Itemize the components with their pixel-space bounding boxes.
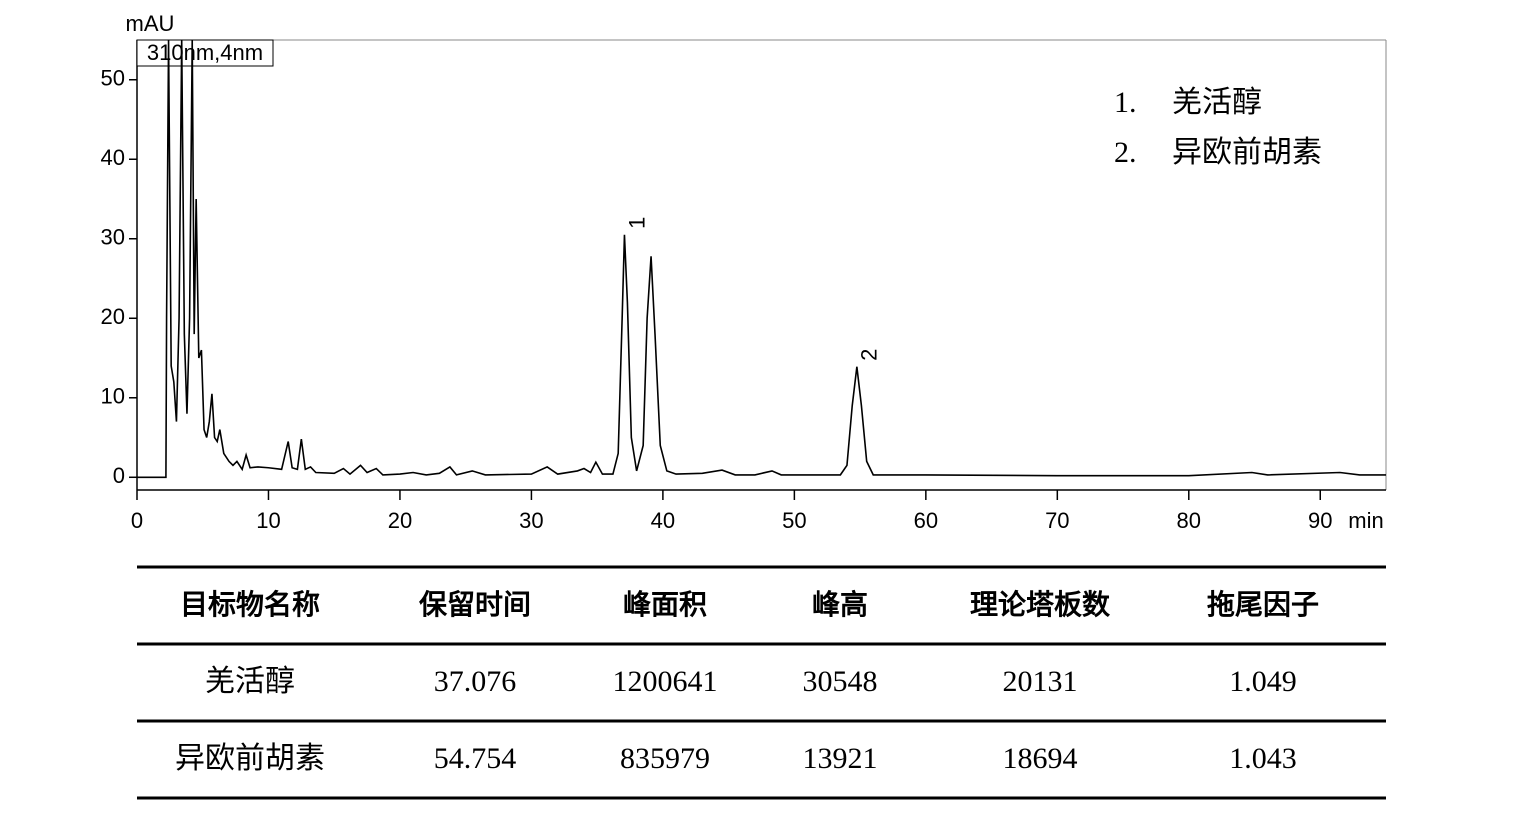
peak-label: 2	[857, 349, 882, 361]
table-cell: 54.754	[434, 742, 517, 775]
table-cell: 835979	[620, 742, 710, 775]
x-tick-label: 40	[651, 508, 675, 533]
y-tick-label: 10	[101, 384, 125, 409]
table-cell: 30548	[803, 665, 878, 698]
y-tick-label: 30	[101, 225, 125, 250]
peak-label: 1	[624, 217, 649, 229]
table-cell: 13921	[803, 742, 878, 775]
x-tick-label: 80	[1177, 508, 1201, 533]
y-axis-label: mAU	[126, 11, 175, 36]
table-cell: 37.076	[434, 665, 517, 698]
table-header: 目标物名称	[180, 588, 320, 621]
annotation: 310nm,4nm	[147, 40, 263, 65]
table-header: 保留时间	[419, 588, 531, 621]
legend-number: 1.	[1114, 86, 1137, 119]
table-cell: 20131	[1003, 665, 1078, 698]
y-tick-label: 40	[101, 145, 125, 170]
x-axis-label: min	[1348, 508, 1383, 533]
annotation-box	[136, 39, 274, 67]
table-header: 拖尾因子	[1207, 588, 1319, 621]
x-tick-label: 60	[914, 508, 938, 533]
table-cell: 1200641	[613, 665, 718, 698]
y-tick-label: 0	[113, 463, 125, 488]
table-header: 峰面积	[623, 588, 707, 621]
x-tick-label: 50	[782, 508, 806, 533]
legend-number: 2.	[1114, 136, 1137, 169]
table-cell: 1.043	[1229, 742, 1297, 775]
table-cell: 异欧前胡素	[175, 742, 325, 775]
x-tick-label: 20	[388, 508, 412, 533]
x-tick-label: 70	[1045, 508, 1069, 533]
x-tick-label: 0	[131, 508, 143, 533]
table-cell: 18694	[1003, 742, 1078, 775]
x-tick-label: 10	[256, 508, 280, 533]
x-tick-label: 30	[519, 508, 543, 533]
table-cell: 羌活醇	[205, 665, 295, 698]
y-tick-label: 20	[101, 304, 125, 329]
legend-name: 异欧前胡素	[1172, 136, 1322, 169]
table-cell: 1.049	[1229, 665, 1297, 698]
chromatogram-trace	[137, 40, 1386, 479]
y-tick-label: 50	[101, 66, 125, 91]
table-header: 峰高	[812, 588, 868, 621]
x-tick-label: 90	[1308, 508, 1332, 533]
table-header: 理论塔板数	[970, 588, 1111, 621]
legend-name: 羌活醇	[1172, 86, 1262, 119]
